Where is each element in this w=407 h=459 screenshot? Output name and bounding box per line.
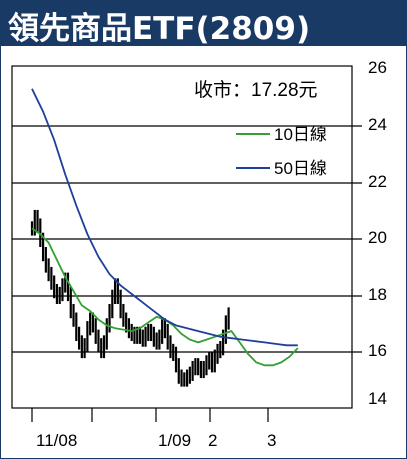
ytick-label: 14 bbox=[368, 389, 387, 408]
xtick-label: 11/08 bbox=[36, 431, 77, 450]
ytick-label: 18 bbox=[368, 285, 387, 304]
ytick-label: 26 bbox=[368, 58, 387, 77]
close-price-annotation: 收市：17.28元 bbox=[194, 79, 318, 101]
legend-ma10-label: 10日線 bbox=[274, 125, 327, 144]
plot-area bbox=[11, 65, 353, 409]
ma50-line bbox=[31, 88, 298, 347]
ytick-label: 20 bbox=[368, 228, 387, 247]
ytick-label: 24 bbox=[368, 115, 387, 134]
chart-title: 領先商品ETF(2809) bbox=[8, 11, 311, 47]
title-bar: 領先商品ETF(2809) bbox=[0, 0, 407, 47]
series-lines bbox=[31, 88, 299, 367]
legend-ma50-label: 50日線 bbox=[274, 159, 327, 178]
ytick-label: 22 bbox=[368, 172, 387, 191]
xtick-label: 1/09 bbox=[158, 431, 191, 450]
xtick-label: 2 bbox=[208, 431, 217, 450]
xtick-label: 3 bbox=[267, 431, 276, 450]
ytick-label: 16 bbox=[368, 341, 387, 360]
